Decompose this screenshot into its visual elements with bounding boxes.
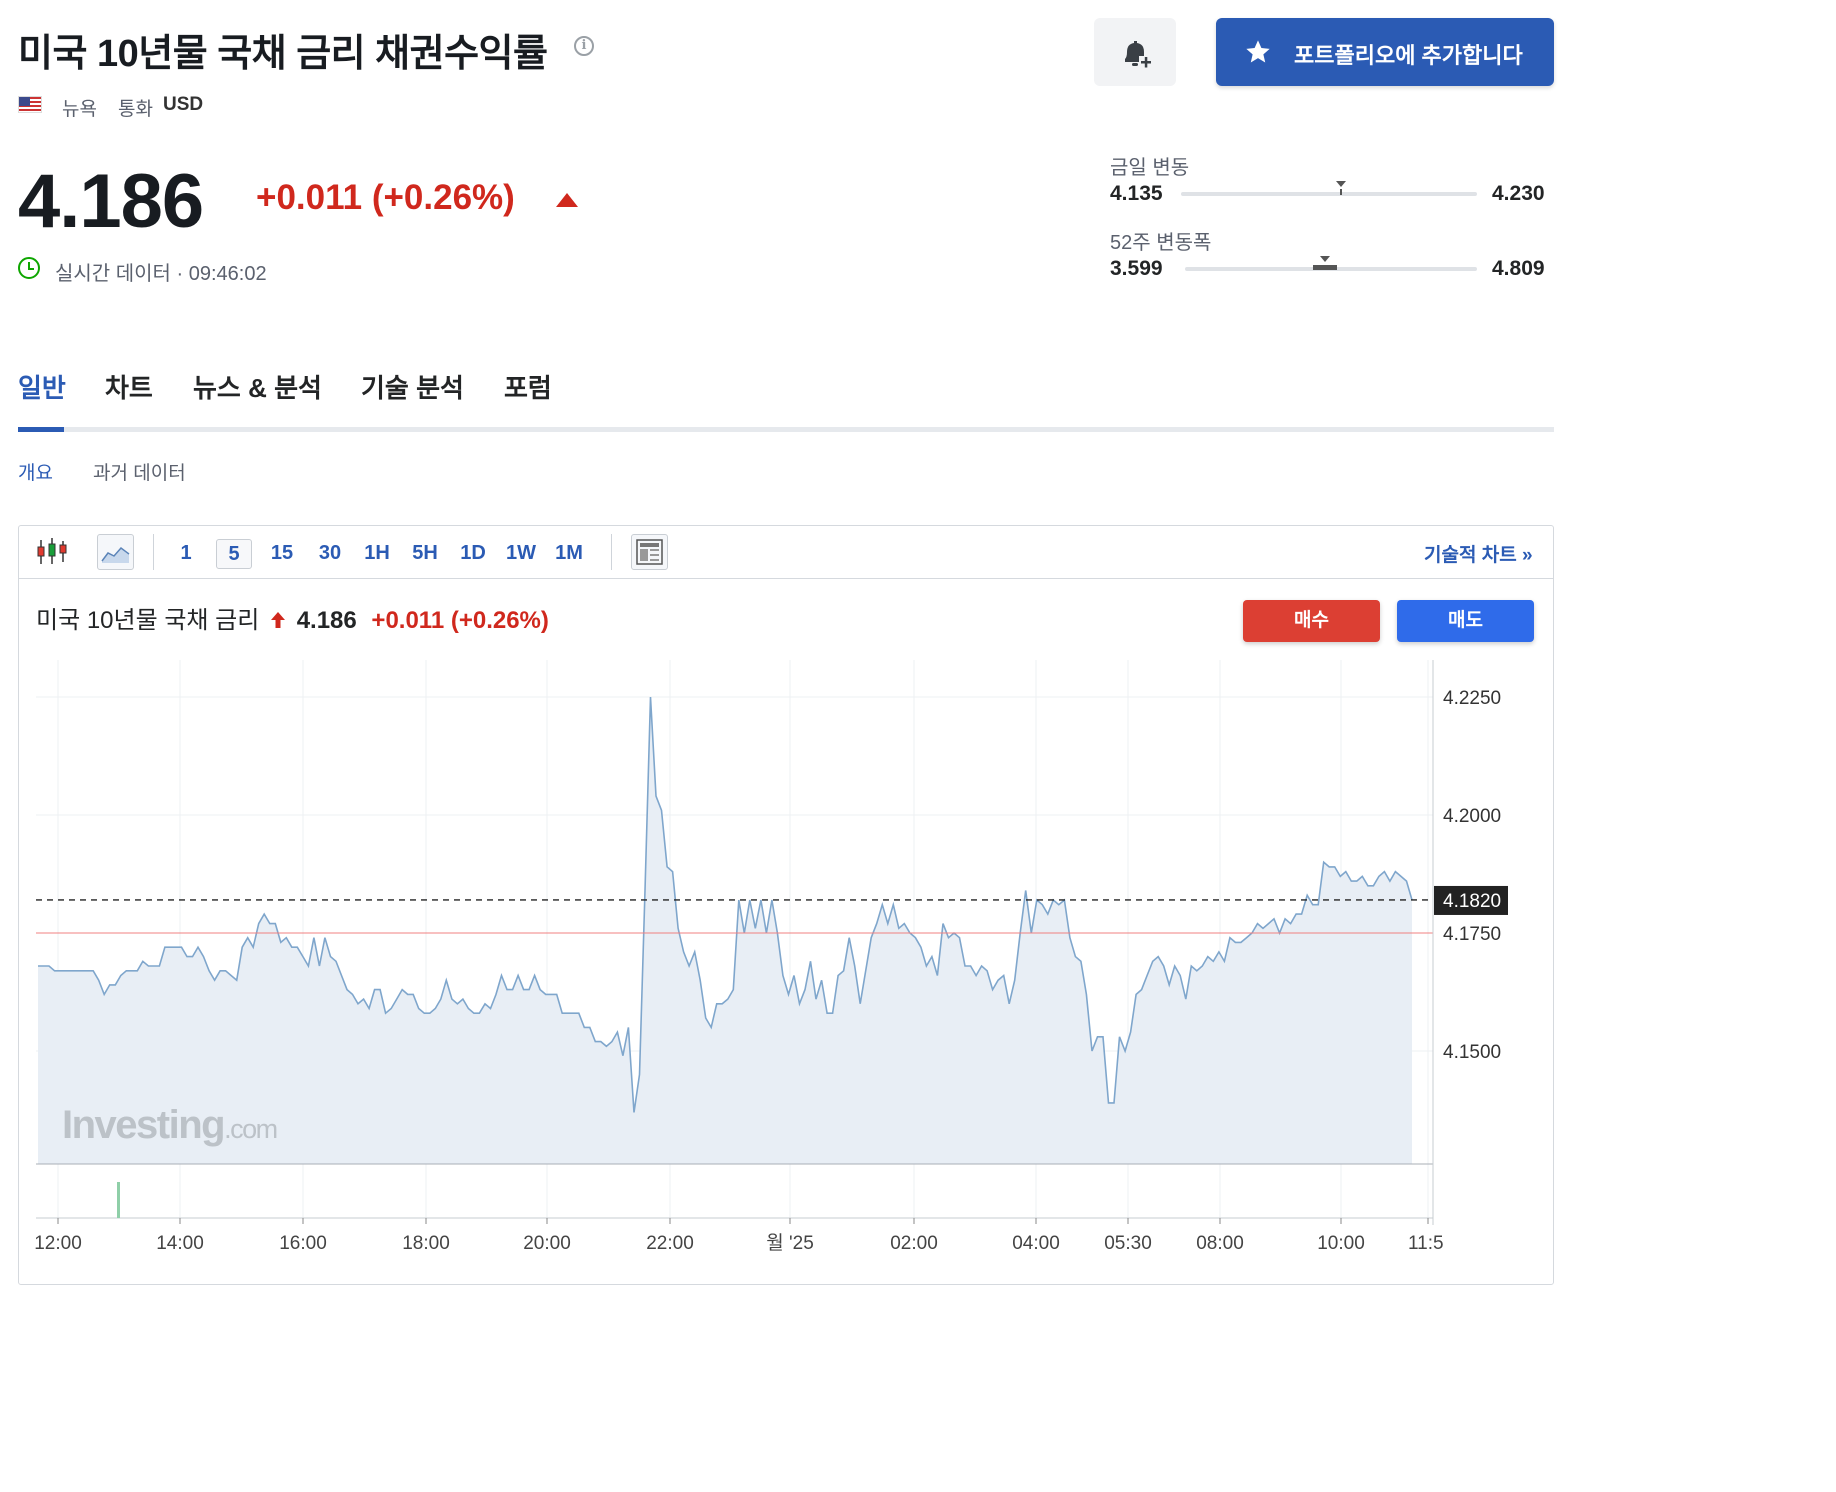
tab-chart[interactable]: 차트: [105, 373, 153, 403]
chart-change: +0.011 (+0.26%): [371, 607, 549, 634]
up-arrow-icon: [556, 193, 578, 207]
x-tick-label: 04:00: [1012, 1233, 1060, 1254]
x-tick-label: 05:30: [1104, 1233, 1152, 1254]
week52-range-marker: [1313, 255, 1338, 278]
subtab-historical-data[interactable]: 과거 데이터: [93, 463, 186, 484]
timeframe-1[interactable]: 1: [180, 542, 192, 564]
volume-bar: [117, 1182, 120, 1218]
y-tick-label: 4.1750: [1443, 924, 1501, 945]
current-price: 4.186: [18, 159, 204, 244]
week52-range-low: 3.599: [1110, 257, 1163, 280]
buy-button[interactable]: 매수: [1243, 600, 1380, 642]
realtime-label: 실시간 데이터 · 09:46:02: [55, 263, 267, 285]
tab-overview[interactable]: 일반: [18, 373, 66, 403]
us-flag-icon: [18, 96, 42, 113]
star-icon: [1246, 40, 1270, 63]
x-tick-label: 20:00: [523, 1233, 571, 1254]
tab-forum[interactable]: 포럼: [504, 373, 552, 403]
toolbar-separator: [153, 534, 154, 570]
x-tick-label: 16:00: [279, 1233, 327, 1254]
timeframe-15[interactable]: 15: [270, 542, 294, 564]
chart-layout-button[interactable]: [631, 534, 668, 570]
x-tick-label: 11:5: [1408, 1233, 1444, 1254]
watermark-logo: Investing.com: [62, 1103, 277, 1147]
info-icon[interactable]: i: [574, 36, 594, 56]
layout-icon: [636, 539, 663, 565]
page-title: 미국 10년물 국채 금리 채권수익률: [18, 33, 548, 75]
price-change: +0.011 (+0.26%): [256, 178, 515, 217]
price-line: [38, 696, 1413, 1113]
watermark-suffix: .com: [224, 1114, 277, 1144]
watermark-brand: Investing: [62, 1103, 224, 1147]
timeframe-5[interactable]: 5: [216, 539, 252, 569]
tab-divider: [18, 427, 1554, 432]
technical-chart-link[interactable]: 기술적 차트 »: [1424, 545, 1533, 566]
x-tick-label: 18:00: [402, 1233, 450, 1254]
timeframe-30[interactable]: 30: [318, 542, 342, 564]
x-tick-label: 10:00: [1317, 1233, 1365, 1254]
clock-icon: [18, 257, 40, 279]
tab-active-indicator: [18, 427, 64, 432]
day-range-label: 금일 변동: [1110, 157, 1190, 179]
chart-instrument-title: 미국 10년물 국채 금리 4.186 +0.011 (+0.26%): [36, 600, 549, 635]
y-tick-label: 4.1500: [1443, 1042, 1501, 1063]
y-axis-labels: 4.2250 4.2000 4.1750 4.1500: [1443, 688, 1501, 1063]
x-tick-label: 02:00: [890, 1233, 938, 1254]
week52-range-label: 52주 변동폭: [1110, 232, 1212, 254]
candlestick-icon[interactable]: [36, 536, 68, 573]
day-range-bar: [1181, 192, 1477, 196]
chart-container: [18, 525, 1554, 1285]
x-tick-label: 22:00: [646, 1233, 694, 1254]
chart-instrument-name: 미국 10년물 국채 금리: [36, 607, 260, 634]
x-tick-label: 월 '25: [766, 1232, 814, 1254]
x-tick-label: 14:00: [156, 1233, 204, 1254]
add-to-portfolio-label: 포트폴리오에 추가합니다: [1294, 43, 1523, 68]
timeframe-5h[interactable]: 5H: [412, 542, 438, 564]
toolbar-separator: [611, 534, 612, 570]
y-tick-label: 4.2000: [1443, 806, 1501, 827]
up-arrow-icon: [271, 612, 286, 628]
add-to-portfolio-button[interactable]: 포트폴리오에 추가합니다: [1216, 18, 1554, 86]
day-range-marker: [1335, 180, 1347, 201]
timeframe-1d[interactable]: 1D: [460, 542, 486, 564]
price-chart[interactable]: 4.2250 4.2000 4.1750 4.1500 12:00 14:00 16:00…: [0, 0, 1568, 1274]
tab-news-analysis[interactable]: 뉴스 & 분석: [193, 373, 322, 403]
current-price-tag-label: 4.1820: [1443, 891, 1501, 912]
currency-value: USD: [163, 94, 204, 115]
y-tick-label: 4.2250: [1443, 688, 1501, 709]
x-tick-label: 12:00: [34, 1233, 82, 1254]
day-range-low: 4.135: [1110, 182, 1163, 205]
subtab-summary[interactable]: 개요: [18, 463, 53, 484]
area-chart-button[interactable]: [97, 534, 134, 570]
area-chart-icon: [101, 546, 130, 563]
exchange-location: 뉴욕: [62, 99, 97, 120]
bell-plus-icon: [1125, 41, 1151, 68]
currency-label: 통화: [118, 99, 153, 120]
timeframe-1m[interactable]: 1M: [555, 542, 583, 564]
add-alert-button[interactable]: [1094, 18, 1176, 86]
timeframe-1h[interactable]: 1H: [364, 542, 390, 564]
x-axis-labels: 12:00 14:00 16:00 18:00 20:00 22:00 월 '25 02:00…: [34, 1218, 1444, 1254]
chart-price: 4.186: [296, 607, 357, 634]
timeframe-1w[interactable]: 1W: [506, 542, 536, 564]
toolbar-divider: [18, 578, 1554, 579]
current-price-tag: 4.1820: [1434, 885, 1508, 915]
sell-button[interactable]: 매도: [1397, 600, 1534, 642]
x-tick-label: 08:00: [1196, 1233, 1244, 1254]
day-range-high: 4.230: [1492, 182, 1545, 205]
current-price-tag-bg: [1434, 885, 1508, 915]
price-area: [38, 697, 1412, 1164]
week52-range-high: 4.809: [1492, 257, 1545, 280]
tab-technical-analysis[interactable]: 기술 분석: [361, 373, 464, 403]
